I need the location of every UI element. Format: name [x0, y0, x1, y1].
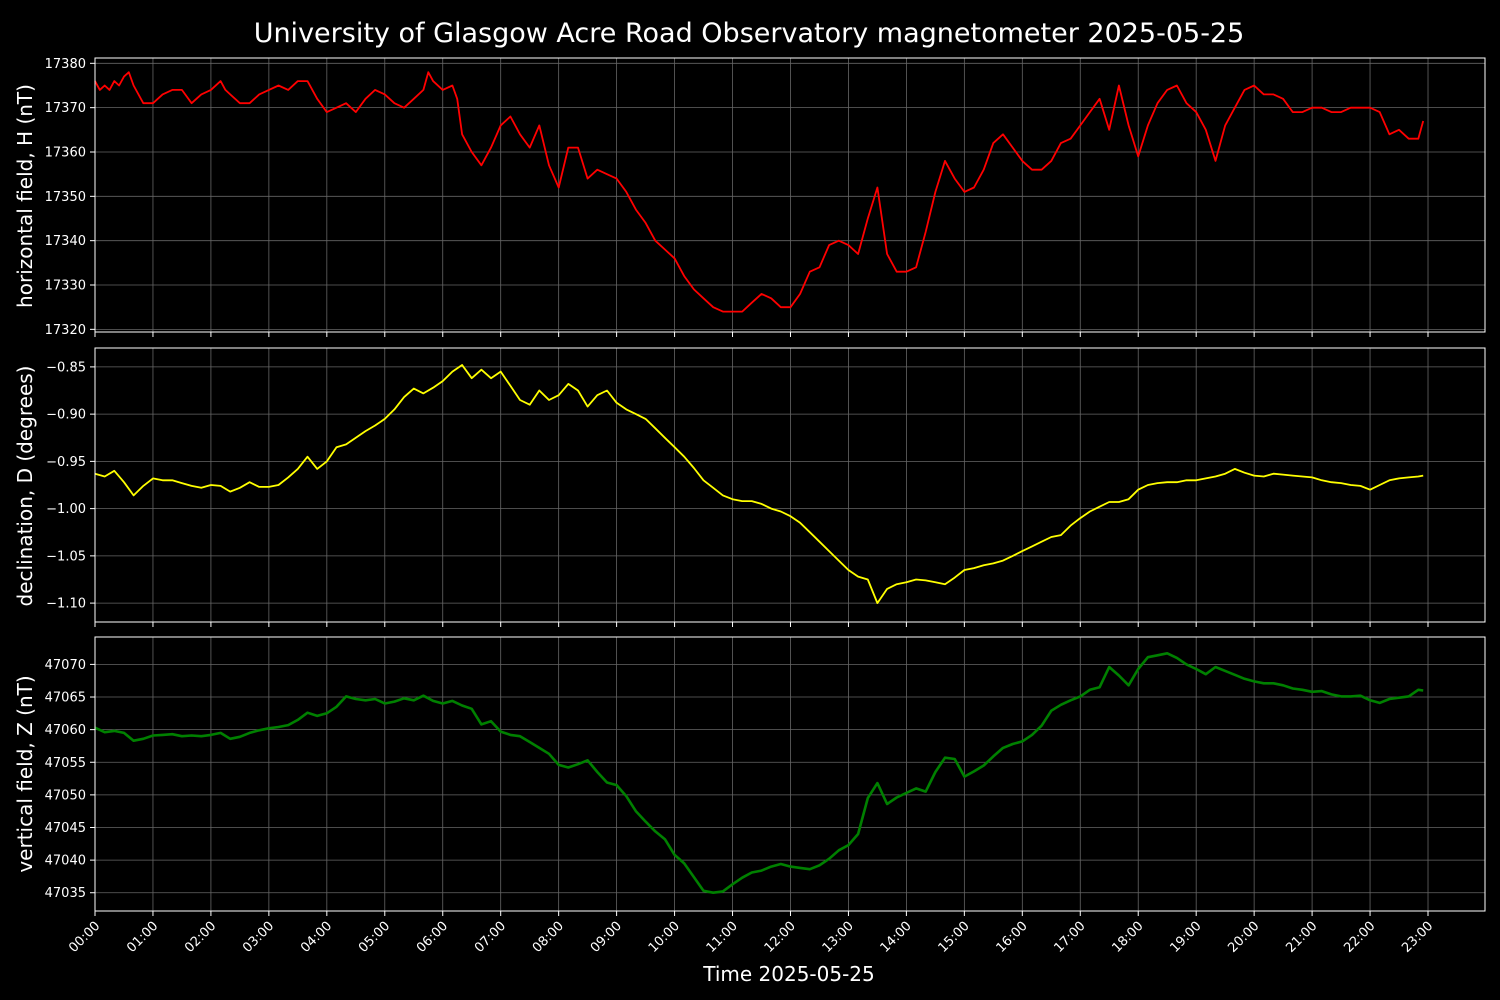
y-tick-label: 17380 — [45, 57, 86, 72]
grid-vertical-field — [94, 637, 1485, 911]
x-ticks-declination — [94, 622, 1429, 627]
grid-declination — [94, 348, 1485, 622]
series-line-horizontal-field — [94, 71, 1425, 313]
y-tick-label: −1.05 — [46, 549, 86, 564]
series-line-vertical-field — [94, 651, 1424, 895]
y-tick-label: 47065 — [45, 691, 86, 706]
y-tick-label: 17350 — [45, 190, 86, 205]
y-tick-label: 47070 — [45, 658, 86, 673]
y-tick-label: 17340 — [45, 234, 86, 249]
y-axis-label-horizontal-field: horizontal field, H (nT) — [13, 84, 37, 308]
y-tick-label: 47045 — [45, 821, 86, 836]
y-tick-label: −1.10 — [46, 597, 86, 612]
y-ticks-horizontal-field: 17320 17330 17340 17350 17360 17370 17380 — [45, 57, 95, 338]
panel-declination: −1.10 −1.05 −1.00 −0.95 −0.90 −0.85 declinati… — [13, 347, 1486, 627]
y-tick-label: −0.85 — [46, 360, 86, 375]
axes-frame-vertical-field — [94, 636, 1486, 912]
y-tick-label: 47035 — [45, 886, 86, 901]
y-axis-label-declination: declination, D (degrees) — [13, 366, 37, 607]
y-tick-label: 17330 — [45, 279, 86, 294]
y-tick-label: 17370 — [45, 101, 86, 116]
y-tick-label: 17360 — [45, 145, 86, 160]
x-axis-label: Time 2025-05-25 — [702, 962, 875, 986]
y-tick-label: −0.90 — [46, 408, 86, 423]
y-tick-label: 47040 — [45, 854, 86, 869]
y-tick-label: 47060 — [45, 723, 86, 738]
series-line-declination — [94, 364, 1424, 604]
series-vertical-field — [94, 651, 1424, 895]
series-declination — [94, 364, 1424, 604]
axes-frame-horizontal-field — [94, 57, 1486, 333]
series-horizontal-field — [94, 71, 1425, 313]
y-tick-label: 47055 — [45, 756, 86, 771]
grid-horizontal-field — [94, 58, 1485, 332]
y-tick-label: −1.00 — [46, 502, 86, 517]
figure-title: University of Glasgow Acre Road Observat… — [254, 18, 1245, 49]
axes-frame-declination — [94, 347, 1486, 623]
y-ticks-declination: −1.10 −1.05 −1.00 −0.95 −0.90 −0.85 — [46, 360, 95, 612]
x-ticks-horizontal-field — [94, 332, 1429, 337]
y-ticks-vertical-field: 47035 47040 47045 47050 47055 47060 47065 47070 — [45, 658, 95, 901]
y-tick-label: 17320 — [45, 323, 86, 338]
y-tick-label: −0.95 — [46, 455, 86, 470]
y-axis-label-vertical-field: vertical field, Z (nT) — [13, 675, 37, 872]
panel-horizontal-field: 17320 17330 17340 17350 17360 17370 17380 hori… — [13, 57, 1486, 338]
y-tick-label: 47050 — [45, 788, 86, 803]
